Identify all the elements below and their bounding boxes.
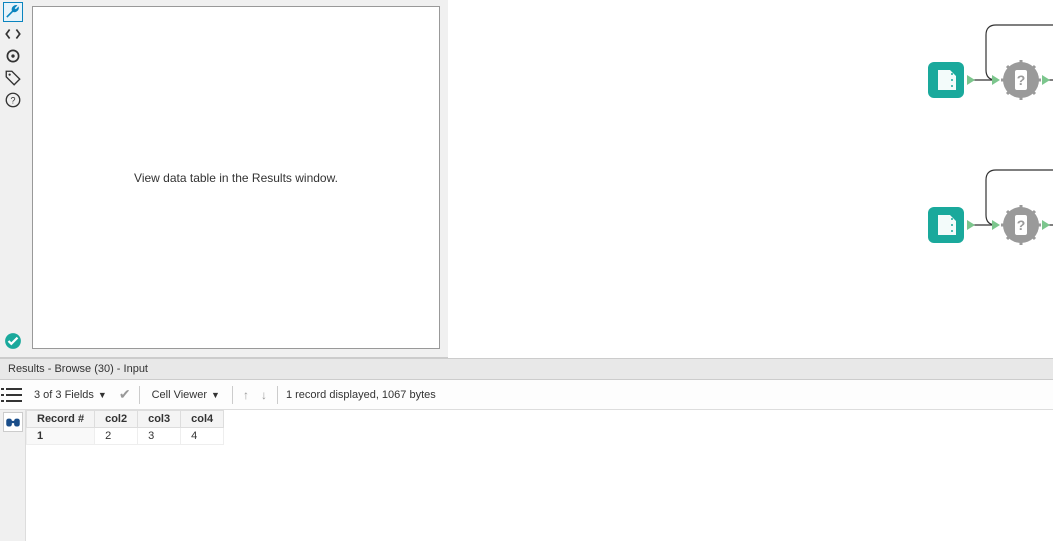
tool-input[interactable]: [926, 60, 966, 100]
target-icon[interactable]: [3, 46, 23, 66]
wrench-icon[interactable]: [3, 2, 23, 22]
binoculars-icon[interactable]: [3, 412, 23, 432]
down-arrow-icon[interactable]: ↓: [259, 388, 269, 402]
grid-sidebar: [0, 410, 26, 541]
results-grid[interactable]: Record #col2col3col41234: [26, 410, 1053, 541]
help-icon[interactable]: ?: [3, 90, 23, 110]
svg-text:?: ?: [1017, 72, 1026, 88]
cell-viewer-dropdown[interactable]: Cell Viewer ▼: [148, 387, 224, 403]
tool-input[interactable]: [926, 205, 966, 245]
record-status: 1 record displayed, 1067 bytes: [286, 389, 436, 401]
code-icon[interactable]: [3, 24, 23, 44]
config-tool-strip: ?: [0, 0, 26, 357]
config-pane: ? View data table in the Results window.: [0, 0, 448, 358]
cell-viewer-label: Cell Viewer: [152, 389, 207, 401]
column-header[interactable]: Record #: [27, 411, 95, 428]
up-arrow-icon[interactable]: ↑: [241, 388, 251, 402]
fields-label: 3 of 3 Fields: [34, 389, 94, 401]
results-toolbar: 3 of 3 Fields ▼ ✔ Cell Viewer ▼ ↑ ↓ 1 re…: [0, 380, 1053, 410]
fields-dropdown[interactable]: 3 of 3 Fields ▼: [30, 387, 111, 403]
tool-gearq[interactable]: ?: [1001, 205, 1041, 245]
tag-icon[interactable]: [3, 68, 23, 88]
workflow-canvas[interactable]: ?123LRLR?123LRLR: [448, 0, 1053, 358]
check-icon[interactable]: ✔: [119, 386, 131, 403]
tool-gearq[interactable]: ?: [1001, 60, 1041, 100]
svg-text:?: ?: [10, 95, 15, 105]
config-placeholder: View data table in the Results window.: [32, 6, 440, 349]
table-row[interactable]: 1234: [27, 428, 224, 445]
column-header[interactable]: col2: [95, 411, 138, 428]
svg-text:?: ?: [1017, 217, 1026, 233]
column-header[interactable]: col4: [181, 411, 224, 428]
results-header: Results - Browse (30) - Input: [0, 358, 1053, 380]
column-header[interactable]: col3: [138, 411, 181, 428]
menu-icon[interactable]: [6, 388, 22, 402]
ok-icon[interactable]: [3, 331, 23, 351]
